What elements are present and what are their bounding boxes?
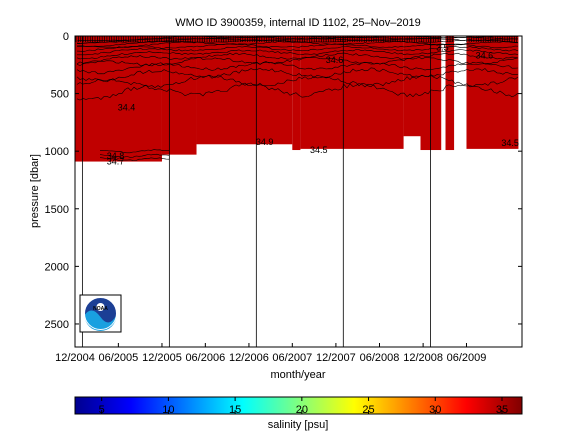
colorbar-tick-label-6: 35 [496, 404, 508, 416]
colorbar-tick-label-1: 10 [162, 404, 174, 416]
x-tick-label-3: 06/2006 [185, 352, 225, 364]
y-tick-label-3: 1500 [45, 204, 69, 216]
contour-label-7: 34.8 [107, 151, 125, 161]
x-tick-label-2: 12/2005 [142, 352, 182, 364]
x-tick-label-4: 12/2006 [229, 352, 269, 364]
x-tick-label-6: 12/2007 [316, 352, 356, 364]
x-tick-label-1: 06/2005 [98, 352, 138, 364]
year-boundary-lines [81, 36, 431, 347]
salinity-fill-block-8 [466, 36, 519, 149]
contour-line-10 [76, 61, 519, 75]
contour-label-4: 34.6 [476, 51, 494, 61]
plot-frame [74, 35, 523, 348]
salinity-fill-block-1 [161, 36, 197, 155]
x-tick-label-7: 06/2008 [360, 352, 400, 364]
x-axis-label: month/year [270, 369, 325, 381]
colorbar-tick-label-4: 25 [362, 404, 374, 416]
salinity-fill-block-5 [403, 36, 421, 137]
contour-line-7 [76, 49, 519, 60]
salinity-fill-block-2 [196, 36, 293, 145]
plot-area: 34.4 34.6 34.5 34.5 34.6 3.5 34.734.8 34.9 [75, 36, 519, 347]
colorbar-ticks: 5 10 15 20 25 30 35 [99, 397, 508, 416]
colorbar-tick-label-0: 5 [99, 404, 105, 416]
chart-title: WMO ID 3900359, internal ID 1102, 25–Nov… [175, 17, 421, 29]
y-axis-label: pressure [dbar] [29, 154, 41, 228]
contour-label-5: 3.5 [436, 43, 449, 53]
x-tick-label-0: 12/2004 [55, 352, 95, 364]
contour-line-9 [76, 56, 519, 67]
colorbar-tick-label-2: 15 [229, 404, 241, 416]
x-tick-label-5: 06/2007 [272, 352, 312, 364]
y-tick-label-0: 0 [63, 31, 69, 43]
colorbar-tick-label-3: 20 [296, 404, 308, 416]
contour-label-3: 34.5 [501, 138, 519, 148]
x-tick-label-9: 06/2009 [447, 352, 487, 364]
contour-line-8 [76, 52, 519, 65]
contour-line-13 [76, 82, 519, 101]
x-axis: 12/2004 06/2005 12/2005 06/2006 12/2006 06/20… [55, 343, 486, 364]
noaa-logo: NOAA [79, 294, 122, 333]
noaa-logo-text: NOAA [93, 306, 108, 312]
x-tick-label-8: 12/2008 [403, 352, 443, 364]
deep-contour-line-0 [99, 149, 170, 154]
contour-label-6: 34.7 [107, 157, 125, 167]
deep-contour-line-1 [99, 153, 170, 158]
contour-line-6 [77, 46, 519, 56]
y-tick-label-5: 2500 [45, 319, 69, 331]
contour-label-2: 34.5 [310, 145, 328, 155]
deep-contour-line-2 [99, 157, 170, 161]
contour-label-0: 34.4 [118, 102, 136, 112]
contour-label-1: 34.6 [326, 55, 344, 65]
salinity-fill-block-7 [445, 36, 455, 151]
colorbar [74, 396, 523, 415]
contour-line-12 [76, 74, 519, 88]
y-tick-label-4: 2000 [45, 261, 69, 273]
colorbar-tick-label-5: 30 [429, 404, 441, 416]
contour-label-8: 34.9 [256, 137, 274, 147]
y-axis: 0 500 1000 1500 2000 2500 [45, 31, 522, 331]
contour-line-11 [76, 67, 519, 82]
salinity-fill-layer [75, 36, 519, 162]
y-tick-label-1: 500 [51, 89, 69, 101]
colorbar-label: salinity [psu] [268, 419, 329, 431]
profile-rug-marks [75, 36, 518, 42]
contour-line-5 [76, 43, 519, 52]
contour-labels-layer: 34.4 34.6 34.5 34.5 34.6 3.5 34.734.8 34.9 [107, 43, 519, 167]
y-tick-label-2: 1000 [45, 146, 69, 158]
